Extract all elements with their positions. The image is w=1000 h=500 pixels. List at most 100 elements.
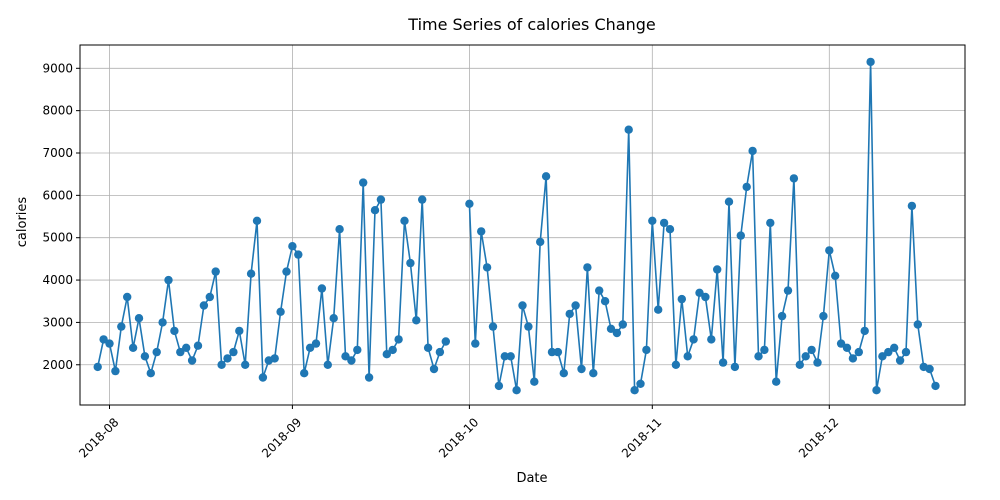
y-tick-label: 9000 — [42, 61, 73, 75]
data-point — [182, 343, 191, 352]
data-point — [341, 352, 350, 361]
data-point — [506, 352, 515, 361]
data-point — [878, 352, 887, 361]
data-point — [311, 339, 321, 348]
data-point — [406, 258, 415, 268]
data-point — [235, 326, 244, 336]
data-point — [353, 345, 362, 355]
data-point — [323, 360, 332, 369]
data-point — [547, 347, 557, 357]
data-points — [93, 57, 940, 395]
data-point — [836, 339, 846, 348]
data-point — [518, 301, 527, 310]
data-point — [394, 335, 403, 344]
data-point — [423, 343, 433, 352]
data-point — [925, 364, 934, 374]
data-point — [801, 352, 810, 361]
y-axis-ticks: 2000 3000 4000 5000 6000 7000 8000 9000 — [42, 61, 80, 372]
data-point — [618, 320, 627, 329]
data-point — [494, 381, 504, 391]
data-point — [288, 242, 297, 251]
data-point — [589, 369, 598, 378]
data-point — [819, 311, 828, 321]
data-point — [659, 218, 669, 228]
plot-area-border — [79, 44, 966, 406]
data-point — [199, 301, 209, 310]
data-point — [807, 345, 816, 355]
data-point — [524, 322, 533, 331]
data-point — [400, 216, 409, 225]
data-point — [654, 305, 663, 314]
y-axis-label: calories — [15, 197, 30, 248]
data-point — [890, 343, 899, 352]
data-point — [530, 377, 539, 386]
data-point — [317, 284, 327, 293]
data-point — [754, 352, 763, 361]
data-point — [541, 172, 551, 181]
data-point — [477, 227, 486, 236]
data-point — [577, 364, 586, 374]
data-point — [270, 354, 279, 363]
data-point — [211, 267, 220, 276]
data-point — [329, 314, 338, 323]
data-point — [123, 292, 132, 302]
data-point — [825, 246, 834, 255]
data-point — [848, 354, 858, 363]
data-point — [158, 318, 167, 327]
data-point — [553, 347, 563, 357]
data-point — [565, 309, 574, 319]
data-point — [884, 347, 893, 357]
data-point — [642, 345, 651, 355]
data-point — [187, 356, 197, 365]
data-point — [140, 352, 150, 361]
data-point — [241, 360, 250, 369]
data-point — [648, 216, 657, 225]
data-point — [223, 354, 232, 363]
chart-title: Time Series of calories Change — [407, 15, 655, 34]
data-point — [713, 265, 722, 274]
grid-lines — [80, 45, 965, 405]
data-point — [630, 386, 639, 395]
data-point — [105, 339, 114, 348]
data-point — [789, 174, 799, 183]
data-point — [595, 286, 604, 295]
data-point — [512, 386, 521, 395]
data-point — [707, 335, 716, 344]
data-point — [736, 231, 745, 240]
data-point — [252, 216, 262, 225]
data-point — [465, 199, 474, 208]
data-point — [783, 286, 793, 295]
data-point — [359, 178, 368, 187]
data-point — [111, 366, 120, 376]
data-point — [872, 386, 881, 395]
y-tick-label: 5000 — [42, 231, 73, 245]
data-point — [93, 362, 102, 372]
y-tick-label: 8000 — [42, 104, 73, 118]
data-point — [742, 182, 751, 192]
data-point — [117, 322, 126, 331]
data-point — [170, 326, 179, 336]
data-point — [364, 373, 374, 382]
data-point — [813, 358, 822, 367]
data-point — [730, 362, 740, 372]
y-tick-label: 4000 — [42, 273, 73, 287]
data-point — [488, 322, 498, 331]
data-point — [671, 360, 681, 369]
data-point — [571, 301, 580, 310]
data-point — [795, 360, 804, 369]
data-point — [683, 352, 692, 361]
data-point — [860, 326, 869, 336]
data-point — [612, 328, 622, 338]
data-point — [895, 356, 905, 365]
data-point — [276, 307, 285, 316]
data-point — [370, 206, 380, 215]
data-point — [246, 269, 256, 278]
data-point — [718, 358, 728, 367]
data-point — [282, 267, 291, 276]
data-point — [176, 347, 185, 357]
data-point — [665, 225, 675, 234]
data-point — [482, 263, 492, 272]
data-point — [606, 324, 616, 333]
data-point — [636, 379, 645, 388]
data-point — [907, 201, 917, 211]
